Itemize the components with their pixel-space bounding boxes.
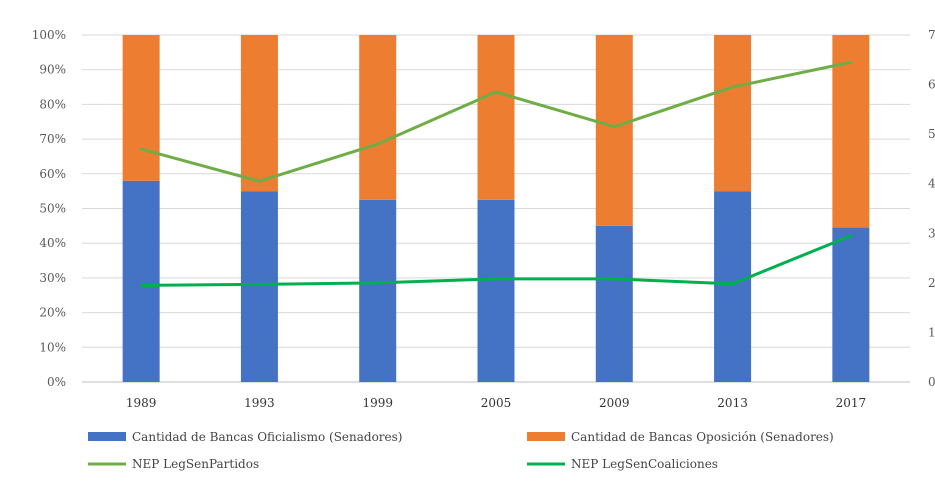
y-right-tick-label: 3 [928, 226, 935, 240]
legend: Cantidad de Bancas Oficialismo (Senadore… [88, 430, 834, 471]
x-tick-label: 2005 [481, 396, 512, 410]
bar-oficialismo [477, 199, 515, 382]
y-left-tick-label: 60% [39, 167, 66, 181]
bar-oficialismo [240, 191, 278, 382]
legend-label: Cantidad de Bancas Oficialismo (Senadore… [132, 430, 402, 444]
y-right-tick-label: 6 [928, 78, 935, 92]
legend-label: NEP LegSenPartidos [132, 457, 259, 471]
y-right-tick-label: 5 [928, 127, 935, 141]
bar-oposicion [714, 35, 752, 192]
y-left-tick-label: 50% [39, 202, 66, 216]
bars [122, 35, 870, 382]
x-tick-label: 1993 [244, 396, 275, 410]
legend-item: Cantidad de Bancas Oposición (Senadores) [527, 430, 834, 444]
bar-oficialismo [832, 227, 870, 382]
y-right-tick-label: 4 [928, 177, 935, 191]
legend-label: NEP LegSenCoaliciones [571, 457, 718, 471]
bar-oficialismo [122, 180, 160, 382]
y-axis-right: 0 1 2 3 4 5 6 7 [928, 28, 935, 389]
bar-oposicion [477, 35, 515, 200]
bar-oficialismo [595, 225, 633, 382]
y-left-tick-label: 10% [39, 340, 66, 354]
y-right-tick-label: 1 [928, 325, 935, 339]
y-right-tick-label: 2 [928, 276, 935, 290]
y-left-tick-label: 40% [39, 236, 66, 250]
y-axis-left: 0% 10% 20% 30% 40% 50% 60% 70% 80% 90% 100% [32, 28, 66, 389]
y-left-tick-label: 90% [39, 63, 66, 77]
bar-oficialismo [359, 199, 397, 382]
legend-item: NEP LegSenCoaliciones [527, 457, 718, 471]
y-left-tick-label: 0% [47, 375, 66, 389]
legend-label: Cantidad de Bancas Oposición (Senadores) [571, 430, 834, 444]
bar-oposicion [359, 35, 397, 200]
y-left-tick-label: 80% [39, 97, 66, 111]
bar-oposicion [240, 35, 278, 192]
y-left-tick-label: 30% [39, 271, 66, 285]
bar-oficialismo [714, 191, 752, 382]
line-nep-partidos [139, 60, 853, 183]
y-left-tick-label: 70% [39, 132, 66, 146]
lines [139, 60, 853, 287]
line-nep-coaliciones [139, 234, 853, 287]
legend-item: NEP LegSenPartidos [88, 457, 259, 471]
x-tick-label: 2017 [836, 396, 867, 410]
x-axis: 1989 1993 1999 2005 2009 2013 2017 [126, 396, 866, 410]
bar-oposicion [595, 35, 633, 226]
y-right-tick-label: 7 [928, 28, 935, 42]
x-tick-label: 2013 [717, 396, 748, 410]
legend-swatch [527, 432, 565, 441]
legend-item: Cantidad de Bancas Oficialismo (Senadore… [88, 430, 402, 444]
x-tick-label: 1989 [126, 396, 157, 410]
bar-oposicion [122, 35, 160, 181]
bar-oposicion [832, 35, 870, 228]
x-tick-label: 1999 [362, 396, 393, 410]
y-left-tick-label: 100% [32, 28, 66, 42]
y-left-tick-label: 20% [39, 306, 66, 320]
legend-swatch [88, 432, 126, 441]
x-tick-label: 2009 [599, 396, 630, 410]
y-right-tick-label: 0 [928, 375, 935, 389]
